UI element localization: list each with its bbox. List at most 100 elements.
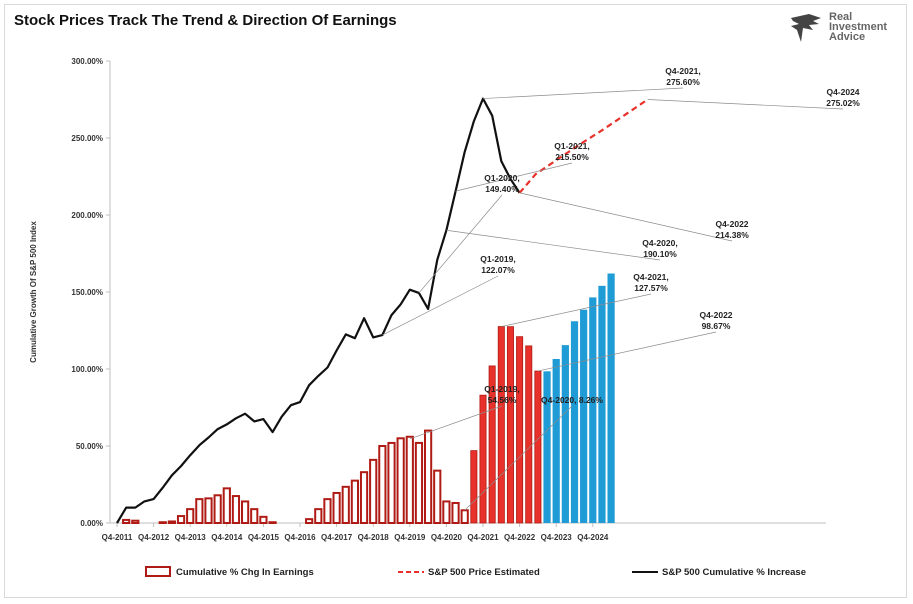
eagle-logo-icon (791, 14, 821, 42)
x-tick-label: Q4-2017 (321, 533, 353, 542)
x-tick-label: Q4-2011 (102, 533, 133, 542)
earnings-bar (204, 497, 213, 524)
earnings-bar (231, 495, 241, 524)
legend-label: S&P 500 Price Estimated (428, 567, 540, 578)
annotation-label: Q4-2021, (633, 272, 668, 282)
earnings-bar (460, 509, 469, 525)
x-axis: Q4-2011 Q4-2012 Q4-2013 Q4-2014 Q4-2015 Q4-20… (102, 522, 826, 542)
y-tick-label: 300.00% (71, 57, 103, 66)
y-tick-label: 50.00% (76, 442, 103, 451)
earnings-bar (470, 450, 478, 524)
annotation-label: 127.57% (634, 283, 668, 293)
legend-label: Cumulative % Chg In Earnings (176, 567, 314, 578)
earnings-bar (213, 494, 222, 524)
annotation-label: 54.56% (488, 395, 517, 405)
earnings-bar (195, 498, 204, 525)
earnings-bar (259, 515, 268, 525)
estimated-earnings-bar (570, 321, 579, 523)
annotation-label: 122.07% (481, 265, 515, 275)
annotation-leader (446, 229, 661, 261)
annotation-label: Q4-2020, 8.26% (541, 395, 603, 405)
x-tick-label: Q4-2021 (467, 533, 499, 542)
earnings-bar (506, 326, 514, 524)
y-axis-title: Cumulative Growth Of S&P 500 Index (29, 221, 38, 363)
earnings-bar (516, 336, 524, 524)
estimated-earnings-bar (589, 297, 597, 523)
y-axis: 0.00% 50.00% 100.00% 150.00% 200.00% 250.00% 3… (29, 57, 111, 528)
annotation-label: 275.02% (826, 98, 860, 108)
annotation-label: 98.67% (702, 321, 731, 331)
annotations: Q4-2021,275.60%Q4-2024275.02%Q1-2021,215… (382, 66, 860, 511)
estimated-earnings-bar (580, 309, 588, 523)
logo-text-line3: Advice (829, 31, 866, 43)
annotation-label: Q4-2022 (715, 219, 748, 229)
earnings-bar (305, 518, 314, 525)
earnings-bar (359, 471, 369, 524)
legend-item: S&P 500 Price Estimated (398, 567, 540, 578)
estimated-earnings-bar (552, 358, 560, 523)
earnings-bar (241, 500, 250, 525)
earnings-bar (451, 501, 460, 525)
earnings-bar (405, 435, 414, 525)
earnings-bar (131, 519, 140, 525)
estimated-earnings-bar (543, 371, 551, 523)
legend-item: Cumulative % Chg In Earnings (145, 566, 314, 578)
x-tick-label: Q4-2020 (431, 533, 463, 542)
earnings-bar (250, 508, 259, 525)
y-tick-label: 100.00% (71, 365, 103, 374)
data-annotation: Q1-2019,54.56% (409, 384, 520, 440)
earnings-bar (442, 500, 451, 525)
logo-text-line2: Investment (829, 21, 888, 33)
annotation-leader (464, 405, 573, 511)
earnings-bar (378, 445, 387, 524)
earnings-bar (186, 508, 195, 525)
earnings-bar (314, 508, 323, 525)
annotation-label: Q1-2021, (554, 141, 589, 151)
earnings-bar (479, 394, 487, 524)
annotation-leader (519, 192, 733, 242)
earnings-bar (323, 498, 332, 525)
earnings-bar (497, 326, 505, 524)
annotation-leader (455, 162, 573, 192)
logo: Real Investment Advice (789, 10, 899, 50)
earnings-bar (158, 521, 167, 524)
legend: Cumulative % Chg In Earnings S&P 500 Pric… (145, 566, 806, 578)
annotation-label: Q4-2021, (665, 66, 700, 76)
legend-swatch-bar (145, 566, 171, 577)
data-annotation: Q4-2020, 8.26% (464, 395, 603, 511)
earnings-bar (387, 441, 396, 525)
data-annotation: Q1-2020,149.40% (418, 173, 520, 294)
bar-series (122, 273, 615, 525)
annotation-label: 149.40% (485, 184, 519, 194)
earnings-bar (332, 491, 341, 525)
annotation-label: Q4-2022 (699, 310, 732, 320)
annotation-leader (409, 405, 503, 440)
annotation-label: 275.60% (666, 77, 700, 87)
x-tick-label: Q4-2016 (284, 533, 316, 542)
earnings-bar (176, 515, 186, 525)
x-tick-label: Q4-2023 (541, 533, 573, 542)
annotation-leader (647, 99, 844, 110)
earnings-bar (534, 370, 542, 524)
annotation-label: Q4-2020, (642, 238, 677, 248)
annotation-leader (418, 194, 503, 294)
earnings-bar (341, 485, 350, 524)
annotation-label: 190.10% (643, 249, 677, 259)
x-tick-label: Q4-2014 (211, 533, 243, 542)
estimated-earnings-bar (561, 345, 569, 523)
annotation-leader (382, 275, 499, 336)
logo-text-line1: Real (829, 11, 853, 23)
annotation-leader (501, 293, 652, 327)
data-annotation: Q4-2020,190.10% (446, 229, 678, 261)
earnings-bar (222, 487, 231, 525)
estimated-earnings-bar (598, 285, 606, 523)
annotation-label: Q1-2020, (484, 173, 519, 183)
chart-title: Stock Prices Track The Trend & Direction… (14, 12, 397, 29)
data-annotation: Q4-2021,127.57% (501, 272, 669, 327)
x-tick-label: Q4-2015 (248, 533, 280, 542)
x-tick-label: Q4-2022 (504, 533, 536, 542)
y-tick-label: 200.00% (71, 211, 103, 220)
earnings-bar (488, 365, 496, 524)
